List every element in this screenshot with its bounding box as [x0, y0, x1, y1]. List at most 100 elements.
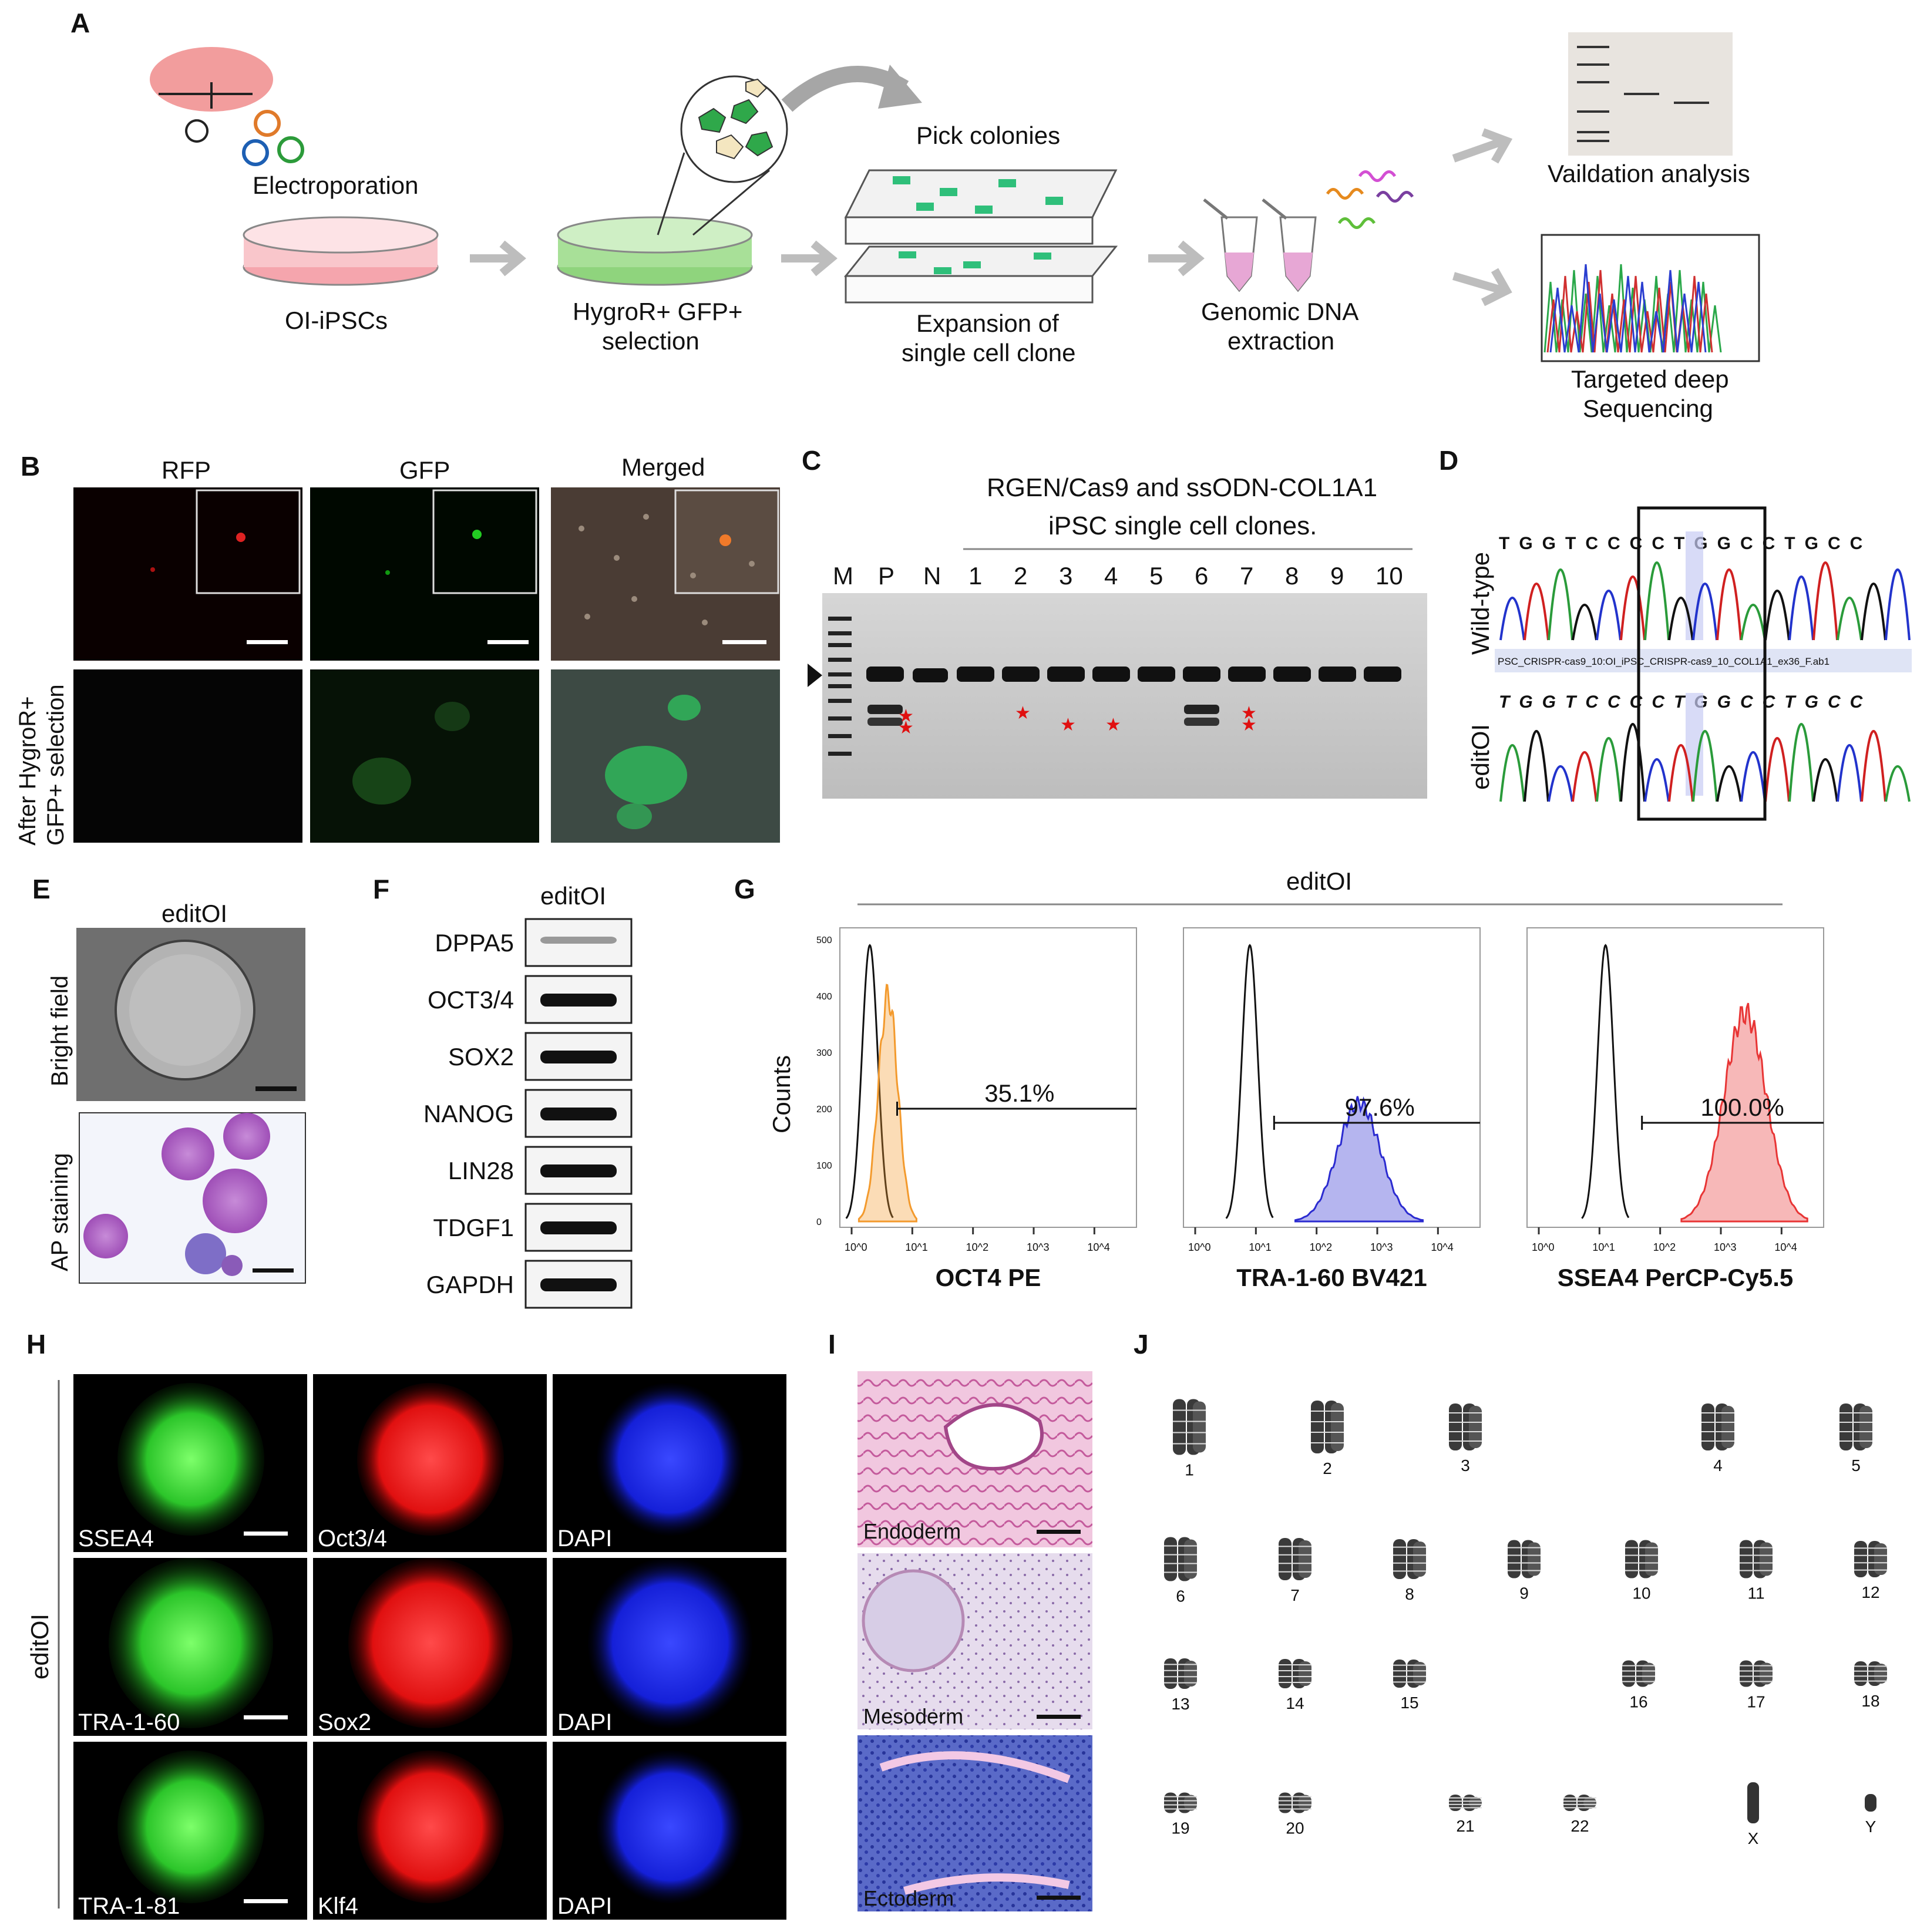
- x-tick-label: 10^2: [966, 1241, 988, 1253]
- chromosome-label: 16: [1629, 1693, 1647, 1711]
- lane-label-N: N: [923, 562, 941, 590]
- rgen-complex-icon: [150, 47, 273, 112]
- scale-bar: [244, 1715, 288, 1719]
- chromosome-label: Y: [1865, 1817, 1876, 1836]
- lane-label-3: 3: [1059, 562, 1072, 590]
- ladder-band: [828, 752, 852, 756]
- gel-band: [1047, 667, 1085, 682]
- lane-label-M: M: [833, 562, 853, 590]
- chromosome-label: 10: [1632, 1584, 1650, 1603]
- chromosome-label: 17: [1747, 1693, 1765, 1711]
- control-curve: [1225, 944, 1274, 1219]
- plasmid-green-icon: [277, 136, 304, 163]
- wildtype-peak: [1668, 597, 1694, 641]
- editoi-peak: [1692, 730, 1718, 802]
- tube-icon: [1203, 198, 1258, 292]
- x-axis-label: TRA-1-60 BV421: [1236, 1264, 1427, 1291]
- y-tick-label: 100: [816, 1161, 832, 1171]
- row-label-bright-field: Bright field: [47, 975, 73, 1086]
- chromosome-label: 19: [1171, 1819, 1189, 1837]
- deepseq-label-line1: Targeted deep: [1571, 365, 1729, 393]
- flow-histogram-2: 10^0 10^1 10^2 10^3 10^4 97.6% TRA-1-60 BV421: [1183, 927, 1481, 1291]
- gel-band: [866, 667, 904, 682]
- panel-label-a: A: [70, 8, 90, 38]
- plot-frame: [839, 927, 1137, 1228]
- y-tick-label: 500: [816, 935, 832, 945]
- panel-b: B RFP GFP Merged After HygroR+ GFP+ sele…: [15, 451, 780, 846]
- control-curve: [1581, 944, 1630, 1219]
- arrow-right-icon: [781, 240, 838, 277]
- panel-i: I Endoderm Mesoderm Ectoderm: [828, 1329, 1092, 1911]
- editoi-peak: [1499, 744, 1525, 802]
- chromosome-20: 20: [1279, 1792, 1311, 1837]
- gdna-label-line2: extraction: [1228, 327, 1334, 355]
- gene-label-dppa5: DPPA5: [435, 929, 514, 957]
- wildtype-peak: [1716, 568, 1742, 641]
- wildtype-peak: [1812, 561, 1838, 641]
- chromosome-Y: Y: [1865, 1794, 1876, 1836]
- oi-ipscs-label: OI-iPSCs: [285, 307, 388, 334]
- gdna-label-line1: Genomic DNA: [1201, 298, 1358, 325]
- sample-curve: [1294, 1096, 1424, 1223]
- electroporation-label: Electroporation: [253, 171, 419, 199]
- chromosome-13: 13: [1164, 1658, 1197, 1713]
- chromosome-17: 17: [1740, 1660, 1773, 1711]
- row-label-line1: After HygroR+: [15, 696, 41, 846]
- x-tick-label: 10^1: [1592, 1241, 1615, 1253]
- gene-label-lin28: LIN28: [448, 1157, 514, 1184]
- flow-histogram-1: 10^0 10^1 10^2 10^3 10^4 0 100 200 300 400 500 35.1…: [816, 927, 1137, 1291]
- lane-label-7: 7: [1240, 562, 1253, 590]
- gene-label-sox2: SOX2: [448, 1043, 514, 1071]
- expansion-label-line1: Expansion of: [916, 309, 1059, 337]
- x-tick-label: 10^0: [1188, 1241, 1210, 1253]
- selection-label-line2: selection: [602, 327, 699, 355]
- wildtype-peak: [1596, 590, 1622, 641]
- mutant-band-star-icon: ★: [1241, 704, 1257, 723]
- wildtype-peak: [1837, 597, 1862, 641]
- chromatogram-row-editoi: editOI: [1467, 724, 1494, 790]
- mutant-band-star-icon: ★: [1060, 715, 1076, 735]
- gel-band: [867, 718, 903, 726]
- ladder-band: [828, 643, 852, 647]
- panel-label-e: E: [32, 874, 51, 904]
- chromosome-label: 3: [1461, 1456, 1470, 1475]
- gfp-image: [310, 487, 539, 661]
- lane-label-4: 4: [1104, 562, 1118, 590]
- gene-label-tdgf1: TDGF1: [433, 1214, 514, 1241]
- ladder-band: [828, 617, 852, 621]
- gene-label-gapdh: GAPDH: [426, 1271, 514, 1298]
- lane-label-5: 5: [1149, 562, 1163, 590]
- panel-a: A Electroporation OI-iPSCs HygroR+ GFP+: [70, 8, 1760, 422]
- rtpcr-band: [540, 937, 617, 944]
- ladder-band: [828, 658, 852, 662]
- gfp-after-selection-image: [310, 669, 539, 843]
- rfp-after-selection-image: [73, 669, 302, 843]
- sample-curve: [857, 984, 917, 1223]
- if-label: Klf4: [318, 1893, 358, 1919]
- panel-c: C RGEN/Cas9 and ssODN-COL1A1 iPSC single…: [802, 445, 1427, 799]
- panel-label-d: D: [1439, 445, 1458, 476]
- rtpcr-band: [540, 1278, 617, 1291]
- editoi-peak: [1740, 751, 1766, 802]
- ladder-band: [828, 716, 852, 721]
- if-label: DAPI: [557, 1893, 612, 1919]
- lane-labels: M P N 1 2 3 4 5 6 7 8 9 10: [833, 562, 1403, 590]
- if-label: Oct3/4: [318, 1526, 387, 1551]
- magnified-cells-icon: [680, 75, 788, 183]
- mutant-band-star-icon: ★: [1015, 704, 1031, 723]
- validation-label: Vaildation analysis: [1548, 160, 1750, 187]
- wildtype-peak: [1788, 575, 1814, 641]
- gel-image: [822, 593, 1427, 799]
- ladder-band: [828, 734, 852, 738]
- chromosome-1: 1: [1173, 1399, 1206, 1479]
- chromosome-12: 12: [1854, 1541, 1887, 1601]
- gel-band: [1184, 718, 1219, 726]
- y-tick-label: 400: [816, 992, 832, 1002]
- sample-curve: [1680, 1002, 1808, 1223]
- chromosome-6: 6: [1164, 1537, 1197, 1605]
- gate-percentage: 35.1%: [984, 1079, 1054, 1107]
- gel-band: [1002, 667, 1040, 682]
- if-label: SSEA4: [78, 1526, 154, 1551]
- panel-label-b: B: [21, 451, 40, 482]
- x-axis-label: OCT4 PE: [936, 1264, 1041, 1291]
